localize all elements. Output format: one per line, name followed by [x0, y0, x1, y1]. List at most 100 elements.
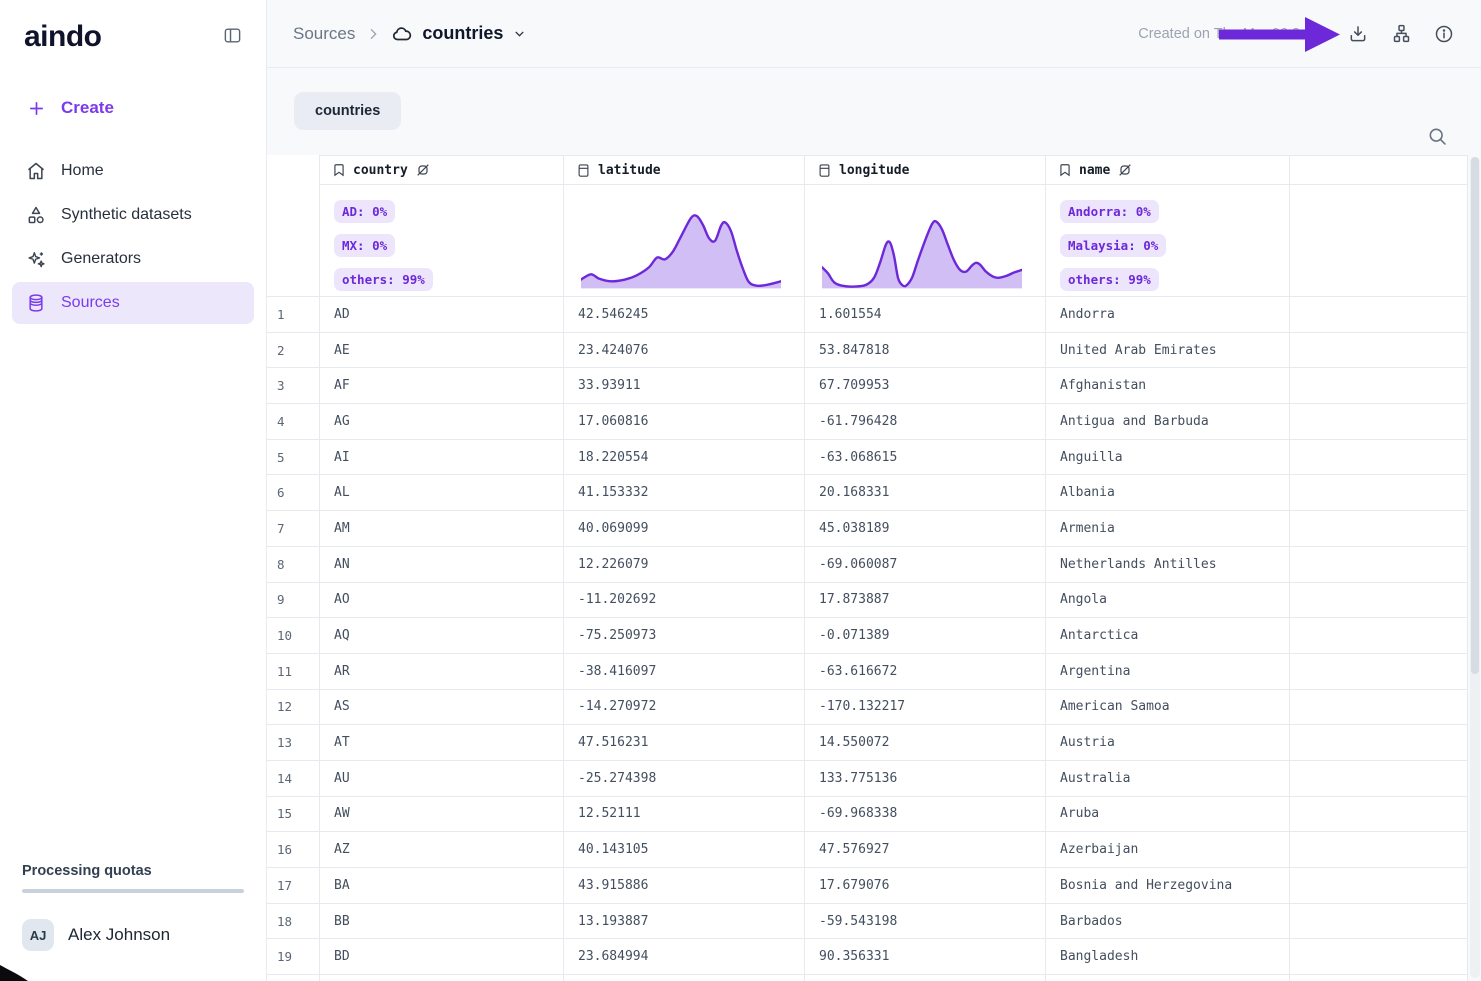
country-cell[interactable]: AO: [320, 582, 564, 619]
country-cell[interactable]: AM: [320, 511, 564, 547]
country-cell[interactable]: AF: [320, 368, 564, 405]
country-cell[interactable]: AR: [320, 653, 564, 690]
country-cell[interactable]: AD: [320, 297, 564, 333]
longitude-cell[interactable]: -59.543198: [805, 903, 1046, 940]
name-cell[interactable]: Angola: [1046, 582, 1290, 619]
latitude-cell[interactable]: 40.143105: [564, 832, 805, 868]
name-cell[interactable]: Barbados: [1046, 903, 1290, 940]
latitude-cell[interactable]: -11.202692: [564, 582, 805, 619]
longitude-cell[interactable]: 17.679076: [805, 868, 1046, 904]
longitude-cell[interactable]: 133.775136: [805, 760, 1046, 797]
longitude-cell[interactable]: -170.132217: [805, 689, 1046, 726]
country-cell[interactable]: AQ: [320, 618, 564, 654]
country-cell[interactable]: AE: [320, 332, 564, 369]
name-cell[interactable]: Bosnia and Herzegovina: [1046, 868, 1290, 904]
name-cell[interactable]: American Samoa: [1046, 689, 1290, 726]
country-cell[interactable]: AZ: [320, 832, 564, 868]
latitude-cell[interactable]: 13.193887: [564, 903, 805, 940]
name-cell[interactable]: Antigua and Barbuda: [1046, 404, 1290, 440]
latitude-cell[interactable]: -14.270972: [564, 689, 805, 726]
latitude-cell[interactable]: -75.250973: [564, 618, 805, 654]
latitude-cell[interactable]: [564, 975, 805, 981]
latitude-cell[interactable]: 33.93911: [564, 368, 805, 405]
country-cell[interactable]: BA: [320, 868, 564, 904]
latitude-cell[interactable]: 18.220554: [564, 439, 805, 476]
name-cell[interactable]: Australia: [1046, 760, 1290, 797]
name-cell[interactable]: Netherlands Antilles: [1046, 546, 1290, 583]
longitude-cell[interactable]: -0.071389: [805, 618, 1046, 654]
name-cell[interactable]: Armenia: [1046, 511, 1290, 547]
row-number-cell: 16: [267, 832, 320, 868]
latitude-cell[interactable]: 43.915886: [564, 868, 805, 904]
latitude-cell[interactable]: 40.069099: [564, 511, 805, 547]
longitude-cell[interactable]: -69.968338: [805, 796, 1046, 833]
name-cell[interactable]: Argentina: [1046, 653, 1290, 690]
column-header-country[interactable]: country: [320, 155, 564, 185]
download-button[interactable]: [1347, 23, 1369, 45]
latitude-cell[interactable]: -38.416097: [564, 653, 805, 690]
latitude-cell[interactable]: 23.684994: [564, 939, 805, 976]
longitude-cell[interactable]: [805, 975, 1046, 981]
name-cell[interactable]: Aruba: [1046, 796, 1290, 833]
user-menu[interactable]: AJ Alex Johnson: [0, 893, 266, 981]
longitude-cell[interactable]: 90.356331: [805, 939, 1046, 976]
latitude-cell[interactable]: 17.060816: [564, 404, 805, 440]
country-cell[interactable]: AI: [320, 439, 564, 476]
latitude-cell[interactable]: -25.274398: [564, 760, 805, 797]
longitude-cell[interactable]: 1.601554: [805, 297, 1046, 333]
info-button[interactable]: [1433, 23, 1455, 45]
scrollbar-thumb[interactable]: [1471, 157, 1479, 675]
country-cell[interactable]: AU: [320, 760, 564, 797]
country-cell[interactable]: AW: [320, 796, 564, 833]
country-cell[interactable]: AT: [320, 725, 564, 761]
longitude-cell[interactable]: 20.168331: [805, 475, 1046, 512]
longitude-cell[interactable]: -63.068615: [805, 439, 1046, 476]
country-cell[interactable]: AG: [320, 404, 564, 440]
latitude-cell[interactable]: 23.424076: [564, 332, 805, 369]
source-selector[interactable]: countries: [391, 23, 527, 45]
sidebar-item-home[interactable]: Home: [12, 150, 254, 192]
column-header-longitude[interactable]: longitude: [805, 155, 1046, 185]
name-cell[interactable]: Afghanistan: [1046, 368, 1290, 405]
sidebar-collapse-button[interactable]: [221, 24, 244, 50]
column-header-name[interactable]: name: [1046, 155, 1290, 185]
longitude-cell[interactable]: -61.796428: [805, 404, 1046, 440]
name-cell[interactable]: Andorra: [1046, 297, 1290, 333]
country-cell[interactable]: AS: [320, 689, 564, 726]
country-cell[interactable]: AN: [320, 546, 564, 583]
name-cell[interactable]: [1046, 975, 1290, 981]
name-cell[interactable]: Antarctica: [1046, 618, 1290, 654]
column-header-latitude[interactable]: latitude: [564, 155, 805, 185]
country-cell[interactable]: AL: [320, 475, 564, 512]
longitude-cell[interactable]: 17.873887: [805, 582, 1046, 619]
sidebar-item-sources[interactable]: Sources: [12, 282, 254, 324]
sidebar-item-generators[interactable]: Generators: [12, 238, 254, 280]
latitude-cell[interactable]: 12.52111: [564, 796, 805, 833]
longitude-cell[interactable]: -63.616672: [805, 653, 1046, 690]
name-cell[interactable]: United Arab Emirates: [1046, 332, 1290, 369]
country-cell[interactable]: BB: [320, 903, 564, 940]
country-cell[interactable]: [320, 975, 564, 981]
search-button[interactable]: [1427, 126, 1448, 147]
name-cell[interactable]: Azerbaijan: [1046, 832, 1290, 868]
country-cell[interactable]: BD: [320, 939, 564, 976]
name-cell[interactable]: Bangladesh: [1046, 939, 1290, 976]
longitude-cell[interactable]: 47.576927: [805, 832, 1046, 868]
latitude-cell[interactable]: 47.516231: [564, 725, 805, 761]
longitude-cell[interactable]: 45.038189: [805, 511, 1046, 547]
name-cell[interactable]: Austria: [1046, 725, 1290, 761]
name-cell[interactable]: Albania: [1046, 475, 1290, 512]
name-cell[interactable]: Anguilla: [1046, 439, 1290, 476]
create-button[interactable]: Create: [0, 64, 266, 128]
longitude-cell[interactable]: -69.060087: [805, 546, 1046, 583]
tab-countries[interactable]: countries: [294, 92, 402, 130]
sidebar-item-synthetic-datasets[interactable]: Synthetic datasets: [12, 194, 254, 236]
lineage-button[interactable]: [1390, 23, 1412, 45]
longitude-cell[interactable]: 53.847818: [805, 332, 1046, 369]
longitude-cell[interactable]: 67.709953: [805, 368, 1046, 405]
latitude-cell[interactable]: 41.153332: [564, 475, 805, 512]
longitude-cell[interactable]: 14.550072: [805, 725, 1046, 761]
latitude-cell[interactable]: 42.546245: [564, 297, 805, 333]
latitude-cell[interactable]: 12.226079: [564, 546, 805, 583]
breadcrumb-sources-link[interactable]: Sources: [293, 23, 356, 43]
